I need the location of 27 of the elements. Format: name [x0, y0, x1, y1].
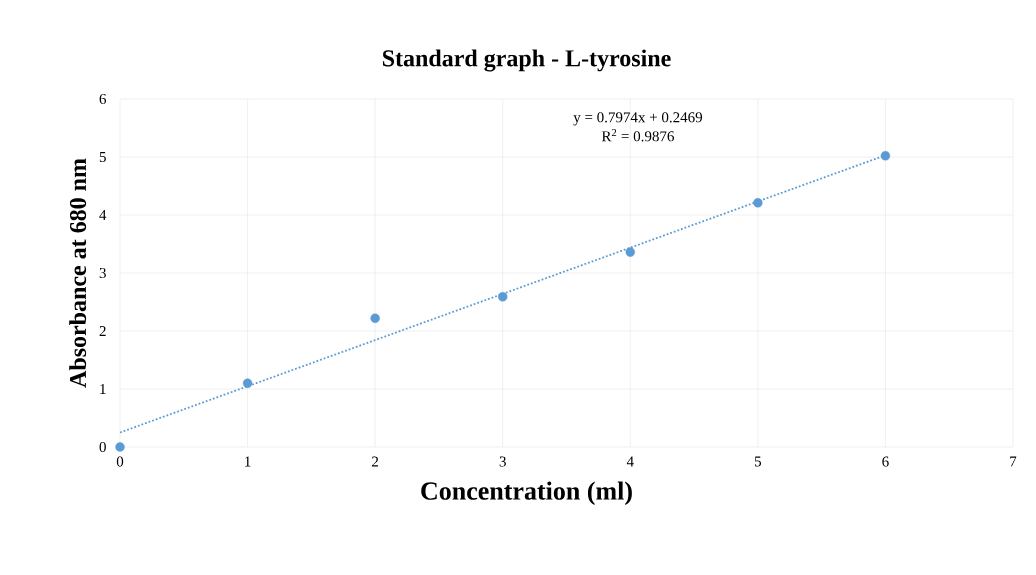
point — [498, 292, 508, 302]
x-tick-label: 7 — [1010, 456, 1017, 467]
y-tick-label: 0 — [99, 441, 106, 453]
x-tick-label: 3 — [499, 456, 506, 467]
point — [115, 442, 125, 452]
y-tick-label: 6 — [99, 93, 107, 105]
x-tick-label: 5 — [754, 456, 762, 467]
y-tick-label: 4 — [99, 210, 107, 220]
x-axis-title: Concentration (ml) — [421, 481, 632, 506]
y-tick-label: 5 — [99, 152, 106, 162]
x-tick-label: 1 — [245, 456, 251, 467]
x-tick-label: 2 — [372, 456, 379, 467]
y-tick-label: 3 — [99, 267, 106, 279]
x-tick-label: 4 — [626, 456, 634, 467]
annotation: R$^{2}$ = 0.9876 — [601, 129, 674, 142]
y-axis-title: Absorbance at 680 nm — [69, 158, 87, 388]
x-tick-label: 0 — [116, 456, 124, 467]
point — [242, 378, 253, 388]
y-tick-label: 2 — [99, 326, 106, 336]
annotation: y = 0.7974x + 0.2469 — [573, 112, 703, 126]
chart-title: Standard graph - L-tyrosine — [382, 49, 671, 72]
point — [753, 198, 763, 208]
point — [880, 151, 891, 161]
x-tick-label: 6 — [882, 456, 889, 467]
y-tick-label: 1 — [100, 384, 106, 394]
point — [370, 313, 380, 323]
point — [625, 247, 635, 257]
